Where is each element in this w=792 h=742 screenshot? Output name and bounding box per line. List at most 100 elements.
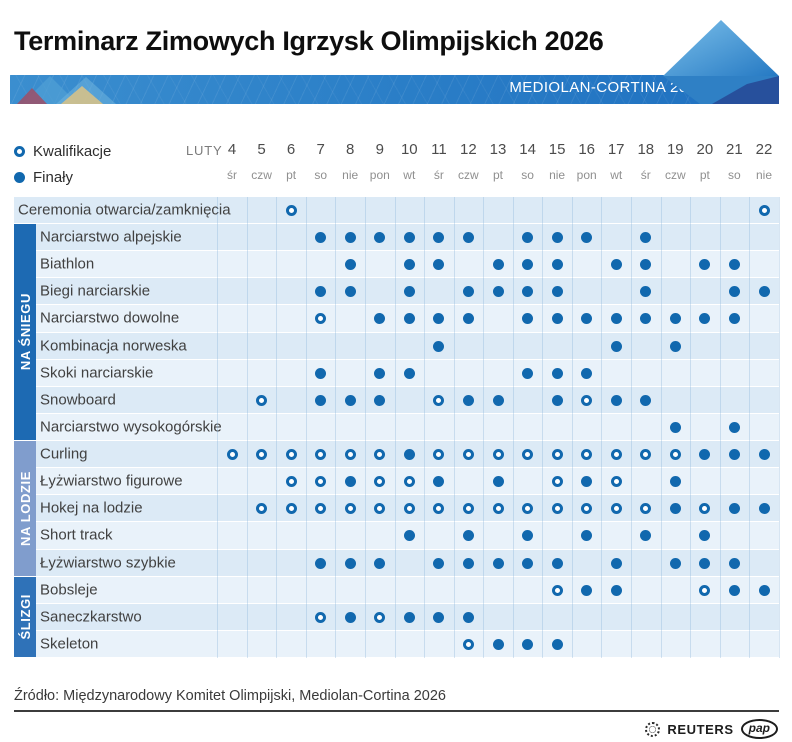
final-dot <box>669 557 681 569</box>
page-title: Terminarz Zimowych Igrzysk Olimpijskich … <box>14 26 604 56</box>
schedule-row: Ceremonia otwarcia/zamknięcia <box>14 197 779 224</box>
final-dot <box>551 313 563 325</box>
final-dot <box>433 313 445 325</box>
final-dot <box>669 421 681 433</box>
qualification-dot <box>403 476 415 488</box>
final-dot <box>728 421 740 433</box>
final-dot <box>522 530 534 542</box>
date-header: 22 <box>755 141 773 158</box>
final-dot <box>640 530 652 542</box>
source-note: Źródło: Międzynarodowy Komitet Olimpijsk… <box>14 688 446 704</box>
final-dot <box>640 286 652 298</box>
qualification-dot <box>522 503 534 515</box>
final-dot <box>433 557 445 569</box>
weekday-header: so <box>314 168 328 182</box>
qualification-dot <box>492 503 504 515</box>
date-header: 11 <box>431 141 447 158</box>
final-dot <box>610 394 622 406</box>
date-header: 4 <box>227 141 237 158</box>
date-header: 14 <box>519 141 536 158</box>
column-gridline <box>246 197 248 658</box>
final-dot <box>699 313 711 325</box>
sport-label: Skeleton <box>40 635 99 653</box>
mountains-left-decoration <box>17 76 116 104</box>
column-gridline <box>542 197 544 658</box>
qualification-dot <box>462 449 474 461</box>
weekday-header: czw <box>458 168 479 182</box>
final-dot <box>581 530 593 542</box>
final-dot <box>522 313 534 325</box>
final-dot <box>522 557 534 569</box>
final-dot <box>315 286 327 298</box>
final-dot <box>581 313 593 325</box>
sport-label: Biathlon <box>40 255 95 273</box>
final-dot <box>581 367 593 379</box>
qualification-dot <box>462 503 474 515</box>
schedule-row: Short track <box>14 522 779 550</box>
final-dot <box>374 367 386 379</box>
qualification-dot <box>640 449 652 461</box>
final-dot <box>758 503 770 515</box>
qualification-dot <box>581 394 593 406</box>
banner-texture <box>10 75 773 104</box>
sport-label: Kombinacja norweska <box>40 337 187 355</box>
date-header: 9 <box>375 141 384 158</box>
final-dot <box>374 232 386 244</box>
final-dot <box>522 259 534 271</box>
final-dot <box>669 476 681 488</box>
sport-label: Biegi narciarskie <box>40 282 151 300</box>
final-dot <box>610 313 622 325</box>
qualification-dot <box>285 449 297 461</box>
final-dot <box>315 557 327 569</box>
sport-label: Łyżwiarstwo szybkie <box>40 554 176 572</box>
schedule-row: Biathlon <box>14 251 779 279</box>
sport-label: Hokej na lodzie <box>40 499 143 517</box>
qualification-dot <box>669 449 681 461</box>
qualification-dot <box>610 449 622 461</box>
footer-logos: REUTERS pap <box>645 719 778 739</box>
qualification-dot <box>551 476 563 488</box>
sport-label: Snowboard <box>40 391 116 409</box>
sport-label: Skoki narciarskie <box>40 364 154 382</box>
qualification-dot <box>551 449 563 461</box>
qualification-dot <box>403 503 415 515</box>
weekday-header: czw <box>664 168 686 182</box>
final-dot <box>403 232 415 244</box>
column-gridline <box>719 197 721 658</box>
date-header: 8 <box>346 141 355 158</box>
qualification-dot <box>758 205 770 216</box>
weekday-header: so <box>521 168 534 182</box>
legend-qualifications-label: Kwalifikacje <box>33 143 112 160</box>
weekday-header: pon <box>576 168 597 182</box>
final-dot <box>610 557 622 569</box>
schedule-row: Saneczkarstwo <box>14 603 779 631</box>
column-gridline <box>749 197 751 658</box>
column-gridline <box>571 197 573 658</box>
qualification-dot <box>581 503 593 515</box>
qualification-dot <box>462 638 474 650</box>
schedule-row: Skoki narciarskie <box>14 359 779 387</box>
date-header: 18 <box>637 141 655 158</box>
qualification-dot <box>315 449 327 461</box>
final-dot <box>403 367 415 379</box>
category-label: NA LODZIE <box>17 470 33 546</box>
final-dot <box>551 286 563 298</box>
reuters-orb-icon <box>645 721 661 737</box>
category-label: ŚLIZGI <box>17 594 33 640</box>
final-dot <box>433 259 445 271</box>
final-dot <box>492 286 504 298</box>
final-dot <box>374 394 386 406</box>
weekday-header: pon <box>369 168 390 182</box>
schedule-row: Biegi narciarskie <box>14 278 779 306</box>
final-dot <box>403 449 415 461</box>
filled-circle-icon <box>14 172 25 183</box>
final-dot <box>315 394 327 406</box>
final-dot <box>403 259 415 271</box>
sport-label: Saneczkarstwo <box>40 608 142 626</box>
column-gridline <box>660 197 662 658</box>
final-dot <box>640 232 652 244</box>
column-gridline <box>394 197 396 658</box>
category-bar-ice: NA LODZIE <box>14 441 36 576</box>
column-gridline <box>512 197 514 658</box>
final-dot <box>640 259 652 271</box>
